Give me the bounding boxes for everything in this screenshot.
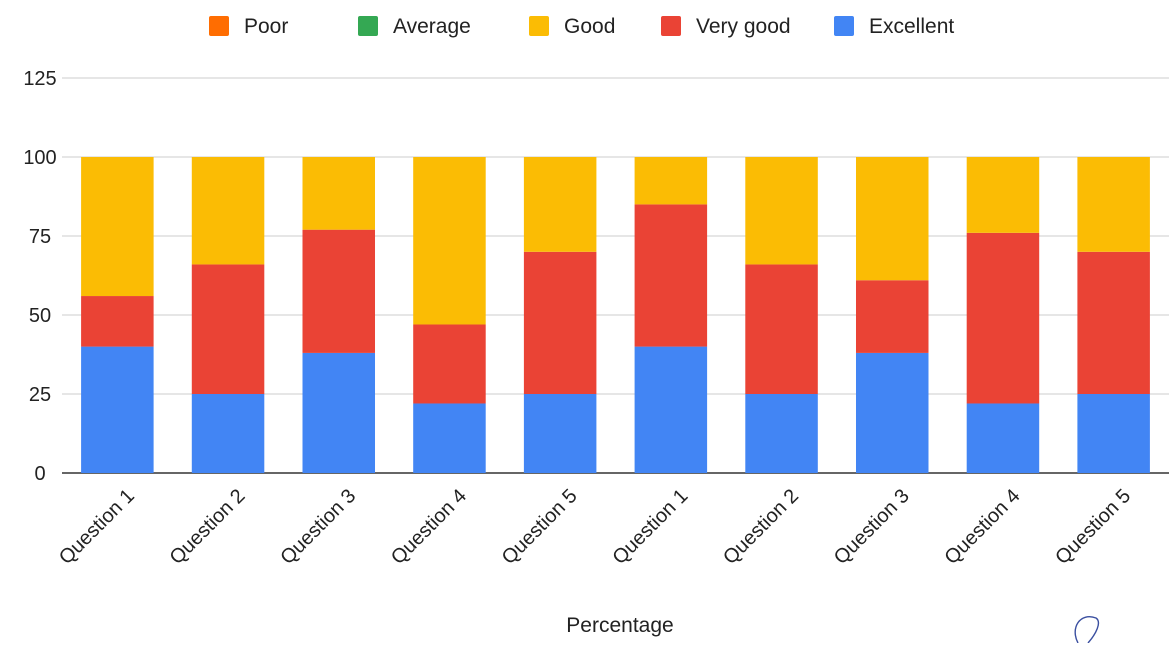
legend-label: Poor: [244, 15, 288, 38]
bar-segment: [1077, 157, 1150, 252]
legend-swatch: [209, 16, 229, 36]
y-tick-label: 0: [34, 463, 45, 485]
x-tick-label: Question 5: [1051, 485, 1135, 569]
x-axis-title: Percentage: [566, 614, 673, 637]
legend-label: Excellent: [869, 15, 954, 38]
bar-segment: [855, 157, 929, 281]
x-tick-label: Question 1: [55, 485, 139, 569]
bar-segment: [523, 394, 597, 473]
y-tick-label: 50: [29, 305, 51, 327]
legend-label: Very good: [696, 15, 791, 38]
bar-segment: [634, 204, 708, 347]
bar-segment: [302, 229, 376, 353]
x-tick-label: Question 3: [830, 485, 914, 569]
legend: Poor Average Good Very good Excellent: [209, 15, 954, 38]
bar-segment: [413, 324, 486, 404]
bar-segment: [745, 157, 818, 265]
x-tick-label: Question 3: [276, 485, 360, 569]
bar-segment: [634, 346, 708, 473]
bar-segment: [966, 157, 1040, 233]
bar-segment: [413, 157, 486, 325]
y-tick-label: 25: [29, 384, 51, 406]
bar-segment: [855, 280, 929, 353]
bar-segment: [191, 264, 265, 394]
y-axis-ticks: 0 25 50 75 100 125: [23, 68, 56, 485]
y-tick-label: 100: [23, 147, 56, 169]
bar-segment: [523, 251, 597, 394]
bar-segment: [1077, 251, 1150, 394]
x-tick-label: Question 4: [941, 485, 1025, 569]
bar-segment: [745, 394, 818, 473]
legend-label: Average: [393, 15, 471, 38]
bar-segment: [413, 403, 486, 473]
x-tick-label: Question 5: [498, 485, 582, 569]
bar-segment: [81, 157, 154, 297]
legend-swatch: [834, 16, 854, 36]
bar-segment: [191, 394, 265, 473]
legend-swatch: [529, 16, 549, 36]
x-tick-label: Question 2: [166, 485, 250, 569]
bar-segment: [81, 296, 154, 347]
legend-label: Good: [564, 15, 615, 38]
signature-mark: [1074, 616, 1100, 644]
bar-segment: [523, 157, 597, 252]
bar-segment: [1077, 394, 1150, 473]
bars-layer: [81, 157, 1150, 473]
y-tick-label: 75: [29, 226, 51, 248]
bar-segment: [302, 157, 376, 230]
bar-segment: [855, 352, 929, 473]
bar-segment: [302, 352, 376, 473]
legend-swatch: [358, 16, 378, 36]
bar-segment: [745, 264, 818, 394]
bar-segment: [81, 346, 154, 473]
bar-segment: [966, 403, 1040, 473]
bar-segment: [966, 232, 1040, 404]
x-tick-label: Question 4: [387, 485, 471, 569]
bar-segment: [191, 157, 265, 265]
x-axis-ticks: Question 1 Question 2 Question 3 Question 4…: [55, 485, 1135, 569]
bar-segment: [634, 157, 708, 205]
legend-swatch: [661, 16, 681, 36]
x-tick-label: Question 2: [719, 485, 803, 569]
x-tick-label: Question 1: [608, 485, 692, 569]
y-tick-label: 125: [23, 68, 56, 90]
